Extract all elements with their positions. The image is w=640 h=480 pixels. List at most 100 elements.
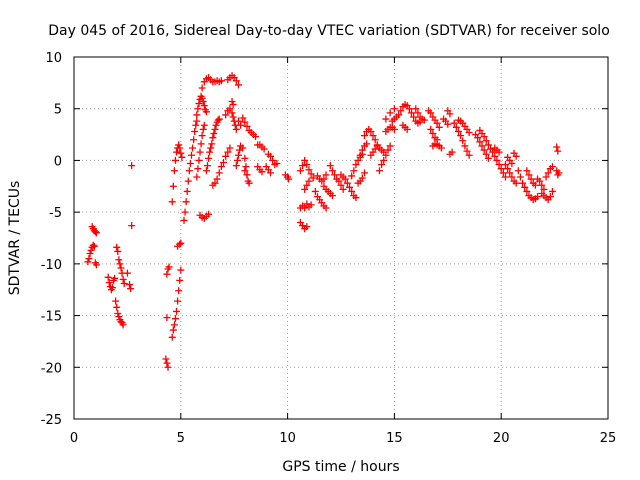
data-point-marker [531, 181, 539, 189]
data-point-marker [237, 121, 245, 129]
data-point-marker [239, 144, 247, 152]
data-point-marker [328, 167, 336, 175]
data-point-marker [212, 121, 220, 129]
data-point-marker [474, 134, 482, 142]
y-tick-label: -15 [41, 310, 62, 325]
data-point-marker [176, 144, 184, 152]
data-point-marker [405, 105, 413, 113]
data-point-marker [91, 228, 99, 236]
data-point-marker [128, 162, 136, 170]
data-point-marker [182, 198, 190, 206]
data-point-marker [373, 142, 381, 150]
data-point-marker [433, 119, 441, 127]
data-point-marker [407, 109, 415, 117]
data-point-marker [495, 161, 503, 169]
x-axis-label: GPS time / hours [282, 459, 399, 475]
data-point-marker [234, 81, 242, 89]
data-point-marker [232, 125, 240, 133]
data-point-marker [540, 185, 548, 193]
data-point-marker [222, 111, 230, 119]
data-point-marker [177, 149, 185, 157]
data-point-marker [328, 192, 336, 200]
data-point-marker [512, 179, 520, 187]
data-point-marker [198, 94, 206, 102]
data-point-marker [189, 144, 197, 152]
data-point-marker [305, 166, 313, 174]
data-point-marker [234, 151, 242, 159]
data-point-marker [113, 303, 121, 311]
data-point-marker [177, 266, 185, 274]
data-point-marker [202, 167, 210, 175]
data-point-marker [378, 161, 386, 169]
data-point-marker [508, 173, 516, 181]
data-point-marker [285, 175, 293, 183]
data-point-marker [108, 284, 116, 292]
data-point-marker [170, 167, 178, 175]
data-point-marker [170, 321, 178, 329]
data-point-marker [85, 255, 93, 263]
y-tick-label: -25 [41, 413, 62, 428]
data-point-marker [206, 148, 214, 156]
data-point-marker [303, 181, 311, 189]
data-point-marker [169, 182, 177, 190]
data-point-marker [199, 97, 207, 105]
data-point-marker [307, 170, 315, 178]
data-point-marker [516, 173, 524, 181]
data-point-marker [390, 105, 398, 113]
data-point-marker [322, 171, 330, 179]
data-point-marker [386, 142, 394, 150]
data-point-marker [116, 260, 124, 268]
data-point-marker [339, 185, 347, 193]
data-point-marker [229, 101, 237, 109]
data-point-marker [86, 250, 94, 258]
data-point-marker [307, 201, 315, 209]
data-point-marker [369, 132, 377, 140]
data-point-marker [267, 169, 275, 177]
data-point-marker [205, 210, 213, 218]
data-point-marker [162, 355, 170, 363]
data-point-marker [123, 269, 131, 277]
data-point-marker [489, 148, 497, 156]
data-point-marker [341, 175, 349, 183]
data-point-marker [198, 84, 206, 92]
data-point-marker [211, 179, 219, 187]
data-point-marker [187, 151, 195, 159]
data-point-marker [258, 168, 266, 176]
data-point-marker [358, 150, 366, 158]
data-point-marker [92, 261, 100, 269]
data-point-marker [459, 137, 467, 145]
data-point-marker [213, 175, 221, 183]
data-point-marker [544, 169, 552, 177]
plot-frame [73, 56, 609, 420]
data-point-marker [190, 136, 198, 144]
grid [74, 57, 608, 419]
data-point-marker [195, 100, 203, 108]
data-point-marker [228, 109, 236, 117]
data-point-marker [214, 116, 222, 124]
data-point-marker [465, 151, 473, 159]
data-point-marker [348, 187, 356, 195]
data-point-marker [446, 110, 454, 118]
data-point-marker [233, 156, 241, 164]
data-point-marker [346, 183, 354, 191]
data-point-marker [501, 161, 509, 169]
data-point-marker [208, 140, 216, 148]
data-point-marker [343, 179, 351, 187]
x-tick-label: 10 [279, 431, 296, 446]
data-point-marker [117, 264, 125, 272]
data-point-marker [320, 175, 328, 183]
data-point-marker [296, 167, 304, 175]
data-point-marker [232, 77, 240, 85]
x-tick-label: 15 [386, 431, 403, 446]
data-point-marker [335, 177, 343, 185]
data-point-marker [497, 165, 505, 173]
data-point-marker [508, 160, 516, 168]
data-point-marker [184, 177, 192, 185]
data-point-marker [555, 169, 563, 177]
y-tick-label: 10 [45, 51, 62, 66]
data-point-marker [239, 114, 247, 122]
data-point-marker [403, 125, 411, 133]
data-point-marker [301, 156, 309, 164]
data-point-marker [519, 179, 527, 187]
